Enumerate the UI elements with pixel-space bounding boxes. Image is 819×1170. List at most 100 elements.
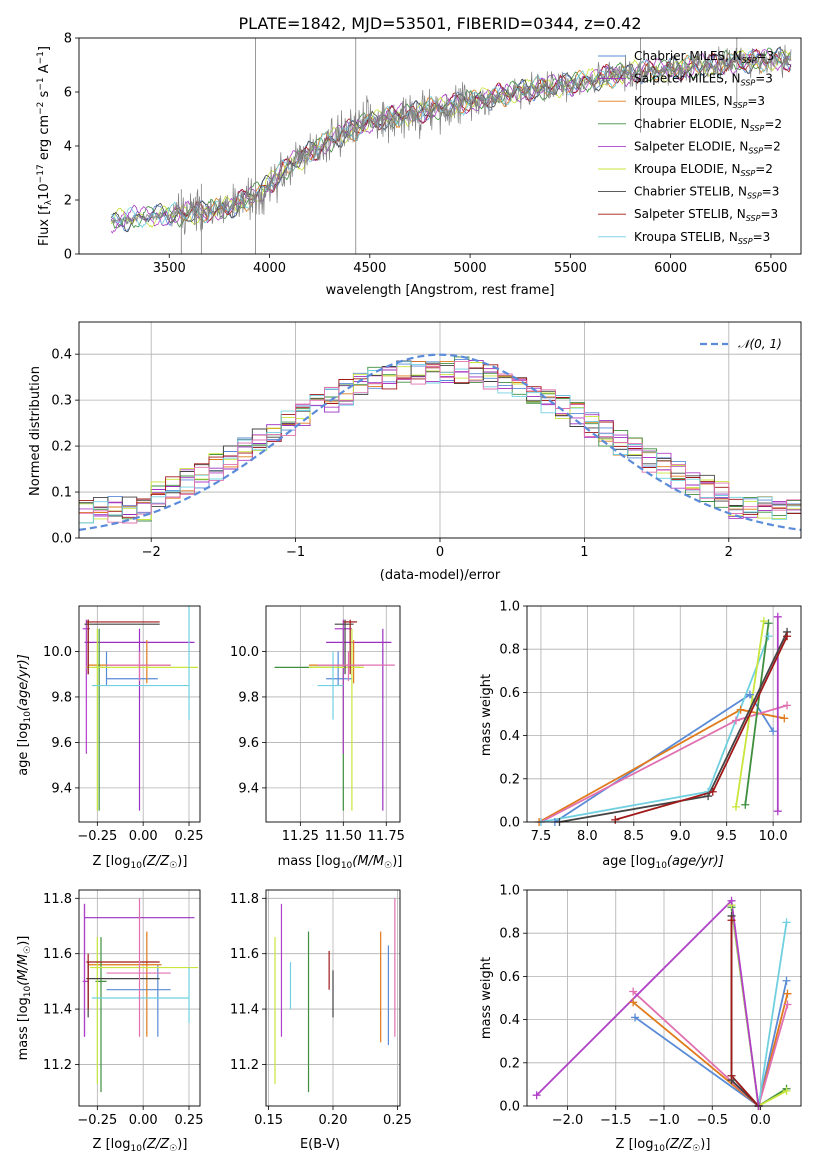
spectrum-xtick-label: 5500	[554, 261, 587, 276]
mass-weight-marker-kroupa_elodie	[759, 617, 768, 626]
mass-vs-Z-ytick-label: 11.6	[43, 947, 72, 962]
mass-weight-marker-salpeter_elodie	[773, 807, 782, 816]
mass-weight-vs-age-ytick-label: 1.0	[499, 600, 520, 615]
mass-weight-marker-kroupa_elodie	[782, 1086, 791, 1095]
axes-frame	[78, 889, 201, 1107]
axes-frame	[526, 889, 802, 1107]
age-vs-Z-xtick-label: 0.00	[129, 829, 158, 844]
spectrum-ylabel: Flux [fλ10−17 erg cm−2 s−1 A−1]	[36, 46, 54, 246]
residuals-xtick-label: 0	[436, 545, 444, 560]
age-vs-Z-panel: −0.25 0.00 0.25 9.4 9.6 9.8 10.0	[43, 605, 203, 844]
age-vs-mass-ytick-label: 9.4	[238, 781, 259, 796]
mass-weight-vs-Z-xtick-label: −1.5	[600, 1113, 632, 1128]
mass-vs-Z-panel: −0.25 0.00 0.25 11.2 11.4 11.6 11.8	[43, 889, 203, 1128]
mass-weight-vs-age-xtick-label: 8.5	[623, 829, 644, 844]
mass-weight-marker-chabrier_stelib	[704, 792, 713, 801]
mass-weight-vs-Z-ytick-label: 1.0	[499, 884, 520, 899]
mass-weight-marker-pink	[783, 1000, 792, 1009]
mass-weight-marker-chabrier_elodie	[764, 619, 773, 628]
mwZ-ylabel: mass weight	[479, 957, 494, 1039]
svg-text:Flux [fλ10−17 erg cm−2 s−1 A−1: Flux [fλ10−17 erg cm−2 s−1 A−1]	[36, 46, 54, 246]
spectrum-xtick-label: 4500	[353, 261, 386, 276]
residuals-ytick-label: 0.3	[51, 394, 72, 409]
mass-weight-marker-kroupa_miles	[736, 705, 745, 714]
mass-vs-EBV-ytick-label: 11.2	[230, 1058, 259, 1073]
mass-weight-vs-Z-ytick-label: 0.8	[499, 927, 520, 942]
figure-title: PLATE=1842, MJD=53501, FIBERID=0344, z=0…	[238, 14, 641, 33]
mass-weight-marker-kroupa_miles	[783, 989, 792, 998]
mass-weight-vs-age-ytick-label: 0.2	[499, 772, 520, 787]
mass-weight-vs-age-ytick-label: 0.8	[499, 643, 520, 658]
mwAge-xlabel: age [log10(age/yr)]	[602, 854, 724, 871]
age-vs-mass-xtick-label: 11.25	[282, 829, 319, 844]
mass-weight-marker-chabrier_elodie	[741, 800, 750, 809]
mass-weight-marker-kroupa_stelib	[764, 632, 773, 641]
legend-entry-kroupa_elodie: Kroupa ELODIE, NSSP=2	[634, 162, 773, 178]
mass-weight-vs-age-xtick-label: 9.5	[716, 829, 737, 844]
spectrum-xtick-label: 6000	[654, 261, 687, 276]
legend-entry-chabrier_stelib: Chabrier STELIB, NSSP=3	[634, 185, 779, 201]
mass-weight-line-kroupa_miles	[632, 993, 789, 1106]
mass-weight-line-kroupa_stelib	[540, 635, 770, 822]
residuals-ylabel: Normed distribution	[28, 366, 43, 496]
axes-frame	[265, 889, 401, 1107]
mass-weight-marker-salpeter_elodie	[532, 1091, 541, 1100]
mass-weight-vs-Z-ytick-label: 0.0	[499, 1100, 520, 1115]
mass-weight-marker-kroupa_miles	[780, 714, 789, 723]
mass-vs-EBV-ytick-label: 11.6	[230, 947, 259, 962]
mass-weight-marker-kroupa_stelib	[782, 918, 791, 927]
mass-weight-line-pink	[632, 990, 789, 1106]
age-vs-Z-ytick-label: 10.0	[43, 645, 72, 660]
age-vs-Z-ytick-label: 9.8	[51, 690, 72, 705]
mass-vs-EBV-xtick-label: 0.15	[254, 1113, 283, 1128]
mass-weight-vs-age-ytick-label: 0.4	[499, 729, 520, 744]
axes-frame	[265, 605, 401, 823]
mass-weight-vs-age-xtick-label: 8.0	[577, 829, 598, 844]
mass-vs-EBV-xtick-label: 0.25	[383, 1113, 412, 1128]
mZ-ylabel: mass [log10(M/M☉)]	[16, 936, 33, 1061]
mass-weight-line-chabrier_elodie	[744, 623, 770, 805]
residuals-plot-area	[79, 322, 801, 538]
mass-weight-vs-age-xtick-label: 7.5	[531, 829, 552, 844]
mass-weight-vs-Z-ytick-label: 0.6	[499, 970, 520, 985]
mass-vs-Z-xtick-label: 0.00	[129, 1113, 158, 1128]
residuals-xlabel: (data-model)/error	[380, 568, 501, 583]
residuals-ytick-label: 0.2	[51, 440, 72, 455]
mass-vs-Z-ytick-label: 11.2	[43, 1058, 72, 1073]
spectrum-xtick-label: 6500	[754, 261, 787, 276]
spectrum-xtick-label: 3500	[153, 261, 186, 276]
mass-weight-marker-salpeter_stelib	[611, 815, 620, 824]
mass-weight-vs-age-panel: 7.5 8.0 8.5 9.0 9.5 10.0 0.0 0.2 0.4 0.6 0.8 1.0	[499, 600, 802, 844]
mass-weight-marker-kroupa_elodie	[731, 802, 740, 811]
residuals-xtick-label: 2	[725, 545, 733, 560]
mass-weight-marker-chabrier_miles	[782, 976, 791, 985]
legend-normal-label: 𝒩(0, 1)	[738, 337, 782, 351]
mass-weight-marker-pink	[783, 701, 792, 710]
mass-vs-EBV-ytick-label: 11.8	[230, 892, 259, 907]
age-vs-mass-ytick-label: 9.8	[238, 690, 259, 705]
spectrum-xlabel: wavelength [Angstrom, rest frame]	[326, 283, 555, 298]
mass-weight-marker-pink	[629, 987, 638, 996]
mass-vs-Z-ytick-label: 11.8	[43, 892, 72, 907]
spectrum-ytick-label: 4	[64, 140, 72, 155]
residuals-xtick-label: −1	[286, 545, 305, 560]
age-vs-mass-panel: 11.25 11.50 11.75 9.4 9.6 9.8 10.0	[230, 605, 405, 844]
mass-weight-marker-kroupa_miles	[629, 998, 638, 1007]
mZ-xlabel: Z [log10(Z/Z☉)]	[93, 1137, 188, 1154]
mass-weight-marker-pink	[731, 716, 740, 725]
mass-weight-vs-age-ytick-label: 0.6	[499, 686, 520, 701]
age-vs-Z-ytick-label: 9.4	[51, 781, 72, 796]
residuals-ytick-label: 0.4	[51, 348, 72, 363]
mass-weight-vs-age-plot-area	[527, 606, 801, 822]
ageZ-xlabel: Z [log10(Z/Z☉)]	[93, 854, 188, 871]
spectrum-xtick-label: 4000	[253, 261, 286, 276]
mass-weight-line-chabrier_miles	[634, 980, 788, 1106]
mass-weight-vs-Z-plot-area	[527, 890, 801, 1106]
axes-frame	[78, 37, 802, 255]
data-spectrum	[111, 44, 792, 235]
residuals-xtick-label: −2	[142, 545, 161, 560]
age-vs-mass-xtick-label: 11.75	[368, 829, 405, 844]
mass-weight-marker-salpeter_stelib	[708, 787, 717, 796]
legend-entry-salpeter_elodie: Salpeter ELODIE, NSSP=2	[634, 139, 781, 155]
